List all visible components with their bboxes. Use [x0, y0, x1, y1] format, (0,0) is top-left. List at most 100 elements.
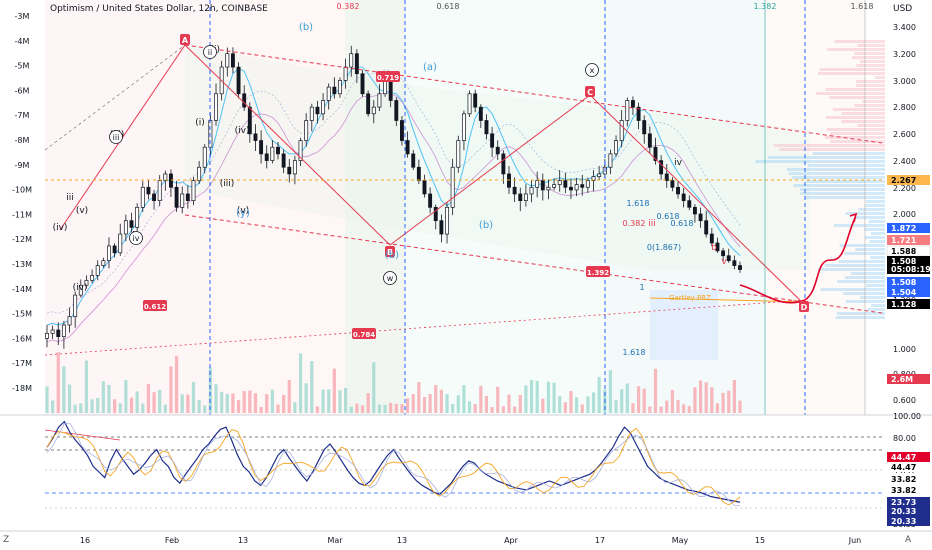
candle-body — [625, 100, 630, 121]
volume-bar — [169, 366, 173, 413]
candle-body — [95, 265, 100, 276]
candle-body — [507, 173, 511, 188]
volume-profile-bar — [805, 196, 885, 199]
rsi-badge: 33.82 — [887, 474, 930, 484]
volume-bar — [434, 385, 438, 413]
volume-bar — [682, 404, 686, 413]
volume-bar — [625, 383, 629, 413]
volume-bar — [304, 383, 308, 413]
wave-label-circled: w — [383, 271, 397, 285]
volume-profile-bar — [855, 248, 885, 251]
volume-bar — [163, 404, 167, 413]
wave-label: (iv) — [235, 126, 250, 136]
zoom-z-icon[interactable]: Z — [3, 535, 10, 545]
left-tick-label: -14M — [12, 285, 32, 294]
candle-body — [309, 106, 314, 121]
volume-bar — [366, 393, 370, 413]
rsi-badge: 23.73 — [887, 497, 930, 507]
price-badge: 2.267 — [887, 175, 930, 185]
candle-body — [67, 316, 72, 326]
svg-text:2.267: 2.267 — [891, 176, 916, 185]
candle-body — [287, 166, 292, 175]
volume-profile-bar — [755, 160, 885, 163]
price-axis[interactable]: 3.400 3.200 3.000 2.800 2.600 2.400 2.200 2.000… — [885, 0, 932, 415]
volume-bar — [524, 385, 528, 413]
left-tick-label: -11M — [12, 210, 32, 219]
volume-bar — [248, 390, 252, 413]
volume-bar — [56, 352, 60, 413]
volume-profile-bar — [824, 264, 885, 267]
candle-body — [214, 93, 218, 121]
wave-line-3 — [389, 94, 591, 246]
left-tick-label: -15M — [12, 310, 32, 319]
volume-profile-bar — [856, 84, 885, 87]
price-tick-label: 2.400 — [893, 157, 916, 166]
time-tick-label: 13 — [397, 536, 407, 545]
candle-body — [123, 220, 128, 235]
candle-body — [259, 140, 264, 155]
volume-bar — [636, 386, 641, 413]
volume-profile — [755, 40, 885, 319]
candle-body — [546, 186, 551, 191]
candle-body — [253, 133, 258, 141]
candle-body — [197, 166, 202, 181]
volume-profile-bar — [839, 244, 885, 247]
candle-body — [495, 146, 500, 155]
left-tick-label: -4M — [15, 37, 30, 46]
volume-bar — [715, 403, 720, 413]
volume-bar — [608, 370, 613, 413]
fib-level-label: 0(1.867) — [647, 243, 681, 252]
auto-scale-button[interactable]: A — [905, 535, 912, 545]
svg-text:iv: iv — [133, 234, 140, 243]
candle-body — [552, 184, 557, 188]
volume-bar — [344, 387, 348, 413]
fib-header-label: 1.618 — [851, 2, 874, 11]
slow-ma-line — [46, 92, 741, 343]
wave-label-blue: (a) — [423, 62, 437, 73]
wave-line-4 — [589, 94, 806, 306]
candle-body — [236, 66, 241, 95]
candle-body — [366, 93, 371, 115]
volume-profile-bar — [868, 220, 885, 223]
volume-bar — [270, 389, 274, 413]
wave-label-red: D — [799, 301, 809, 312]
fib-level-label: 1.618 — [623, 348, 646, 357]
rsi-signal-line — [46, 427, 741, 506]
volume-bar — [321, 389, 325, 413]
svg-text:44.47: 44.47 — [891, 463, 916, 472]
volume-bar — [96, 398, 100, 413]
price-tick-label: 3.000 — [893, 77, 916, 86]
candle-body — [383, 80, 387, 95]
candle-body — [631, 100, 635, 108]
volume-profile-bar — [841, 120, 885, 123]
candle-body — [56, 329, 61, 338]
candle-body — [540, 180, 545, 191]
candle-body — [242, 93, 247, 108]
volume-profile-bar — [815, 92, 885, 95]
volume-profile-bar — [767, 156, 885, 159]
rsi-badge: 44.47 — [887, 462, 930, 472]
candle-body — [84, 279, 89, 286]
svg-text:1.721: 1.721 — [891, 236, 917, 245]
svg-text:1.508: 1.508 — [891, 257, 917, 266]
volume-bar — [225, 394, 229, 413]
candle-body — [135, 206, 140, 228]
left-tick-label: -17M — [12, 359, 32, 368]
wave-label-circled: x — [585, 63, 599, 77]
wave-label-blue: (b) — [479, 220, 493, 231]
volume-bar — [614, 400, 618, 413]
volume-bar — [84, 360, 89, 413]
svg-text:ii: ii — [208, 48, 212, 57]
volume-profile-bar — [858, 208, 885, 211]
volume-bar — [197, 400, 201, 413]
volume-bar — [383, 404, 387, 413]
candle-body — [394, 100, 399, 121]
volume-profile-bar — [825, 88, 885, 91]
time-axis[interactable]: 16 Feb 13 Mar 13 Apr 17 May 15 Jun — [0, 530, 932, 545]
volume-bar — [738, 400, 742, 413]
volume-bar — [276, 404, 280, 413]
volume-profile-bar — [808, 164, 885, 167]
candle-body — [563, 180, 568, 188]
price-badge: 1.872 — [887, 223, 930, 233]
candle-body — [400, 120, 404, 141]
